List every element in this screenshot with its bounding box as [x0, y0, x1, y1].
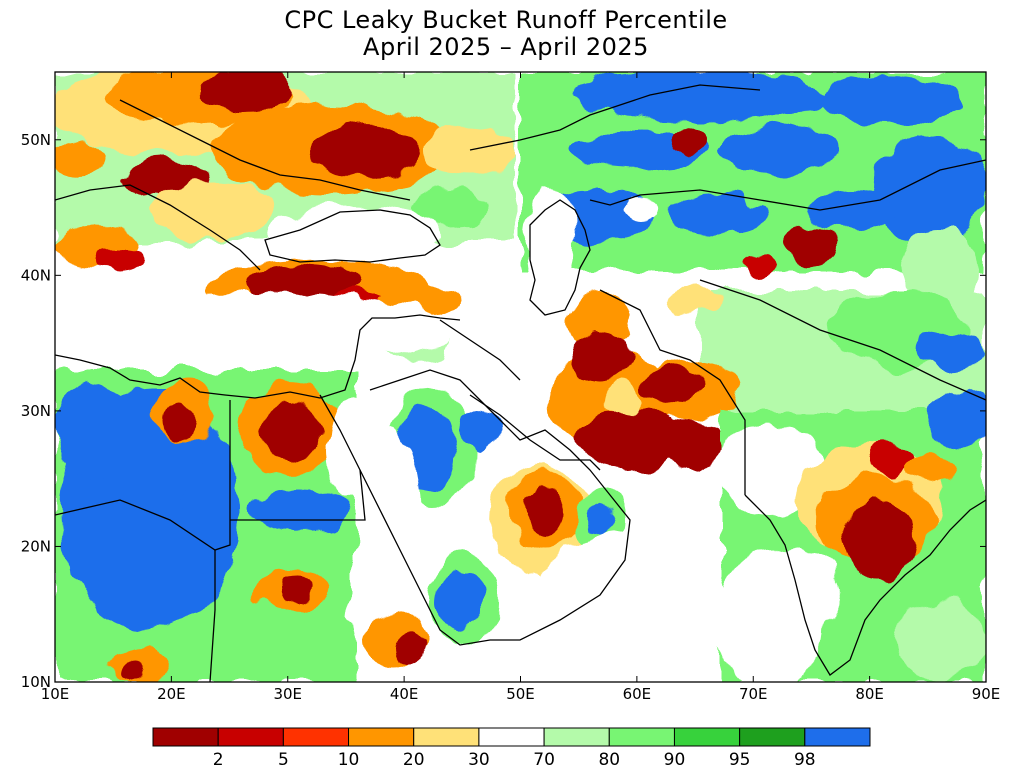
legend-swatch [608, 727, 675, 747]
legend-label: 2 [213, 750, 224, 770]
legend-swatch [543, 727, 610, 747]
map-title: CPC Leaky Bucket Runoff Percentile [284, 6, 728, 34]
legend-swatch [217, 727, 284, 747]
y-tick-label: 30N [21, 402, 51, 420]
legend-swatch [739, 727, 806, 747]
longitude-axis: 10E 20E 30E 40E 50E 60E 70E 80E 90E [41, 72, 1001, 703]
legend-swatch [673, 727, 741, 747]
percentile-fields [55, 72, 986, 682]
x-tick-label: 40E [390, 685, 419, 703]
latitude-axis: 10N 20N 30N 40N 50N [21, 131, 986, 691]
x-tick-label: 50E [506, 685, 535, 703]
legend-swatch [413, 727, 480, 747]
legend-swatch [348, 727, 415, 747]
x-tick-label: 20E [157, 685, 186, 703]
y-tick-label: 20N [21, 537, 51, 555]
legend-label: 30 [468, 750, 490, 770]
color-legend: 2 5 10 20 30 70 80 90 95 98 [152, 727, 871, 770]
legend-swatch [478, 727, 545, 747]
legend-swatch [804, 727, 871, 747]
legend-label: 20 [403, 750, 425, 770]
map-plot-area [55, 72, 986, 682]
x-tick-label: 30E [273, 685, 302, 703]
x-tick-label: 90E [972, 685, 1001, 703]
legend-label: 90 [664, 750, 686, 770]
y-tick-label: 10N [21, 673, 51, 691]
x-tick-label: 60E [623, 685, 652, 703]
legend-label: 98 [794, 750, 816, 770]
legend-label: 5 [278, 750, 289, 770]
map-subtitle-date-range: April 2025 – April 2025 [363, 33, 649, 61]
y-tick-label: 50N [21, 131, 51, 149]
y-tick-label: 40N [21, 266, 51, 284]
legend-label: 70 [533, 750, 555, 770]
country-boundaries [55, 84, 986, 682]
legend-swatch [152, 727, 219, 747]
legend-swatch [282, 727, 350, 747]
x-tick-label: 80E [855, 685, 884, 703]
x-tick-label: 70E [739, 685, 768, 703]
legend-label: 10 [338, 750, 360, 770]
legend-label: 95 [729, 750, 751, 770]
legend-label: 80 [598, 750, 620, 770]
x-tick-label: 10E [41, 685, 70, 703]
